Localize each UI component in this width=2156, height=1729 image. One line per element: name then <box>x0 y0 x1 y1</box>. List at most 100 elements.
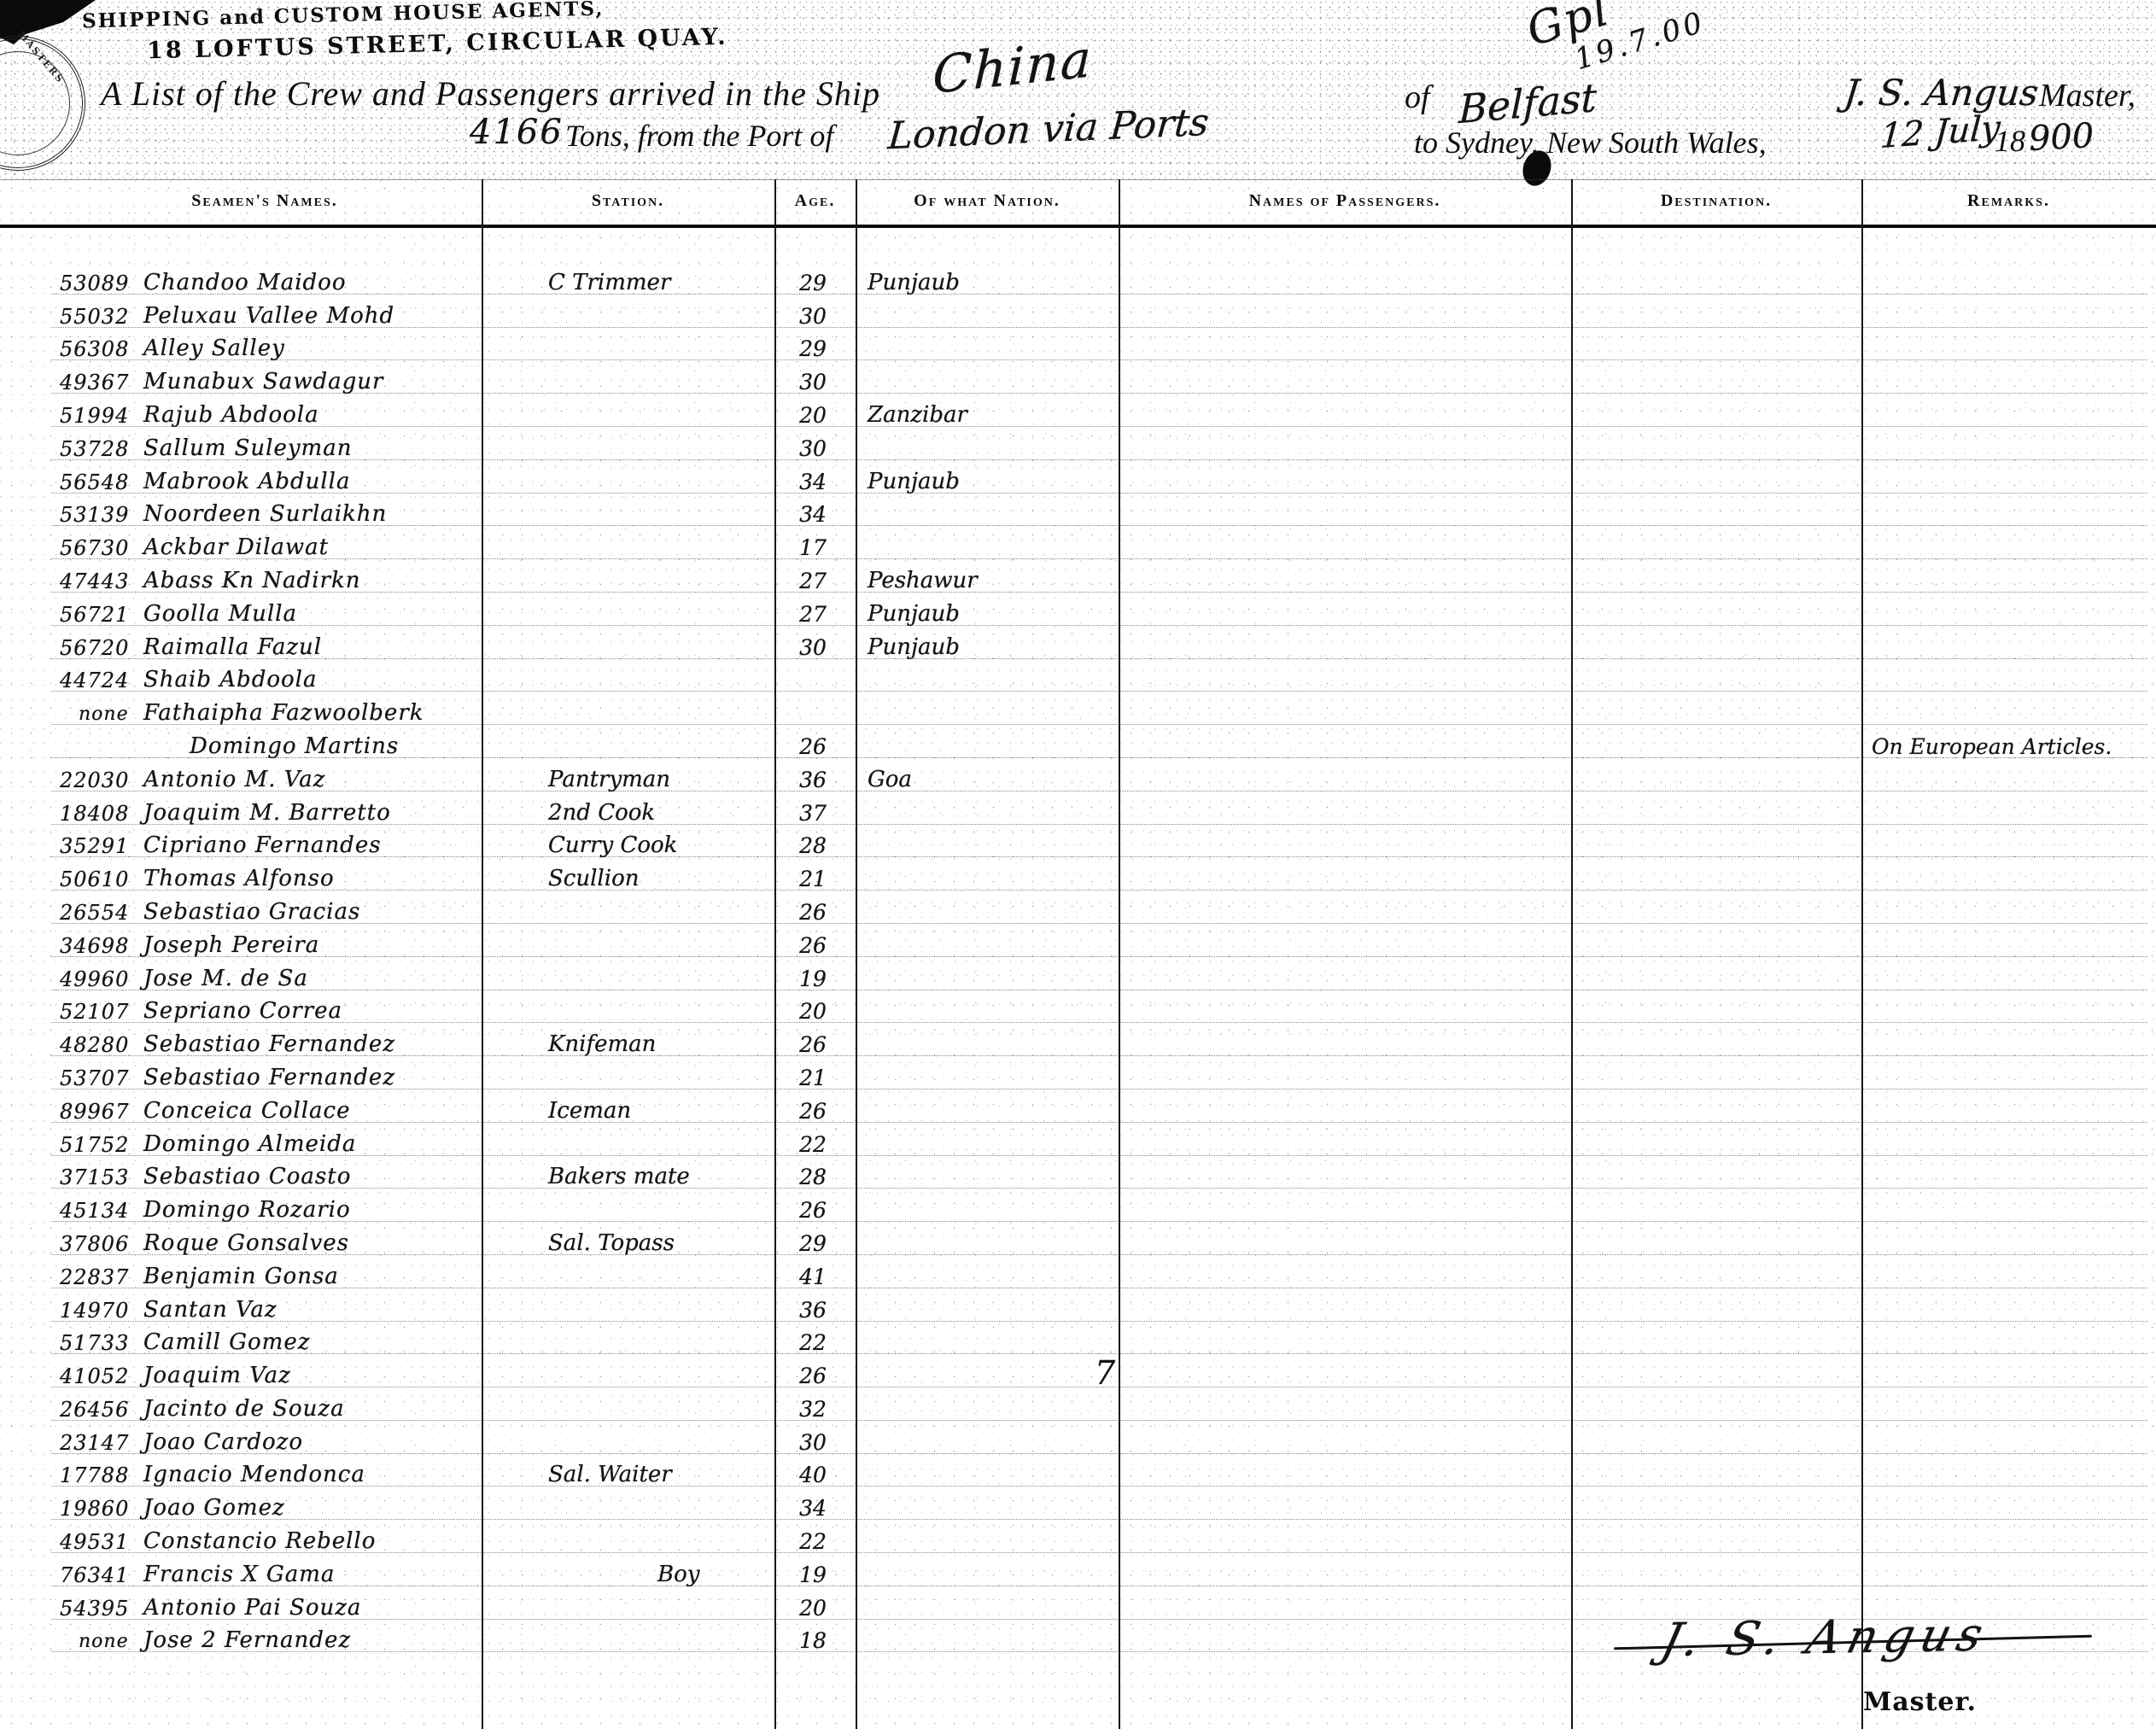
table-row: 26456 Jacinto de Souza 32 <box>0 1389 2156 1422</box>
seaman-name: Conceica Collace <box>143 1097 351 1124</box>
seaman-number: 76341 <box>60 1563 130 1587</box>
table-row: 51733 Camill Gomez 22 <box>0 1323 2156 1357</box>
seaman-number: 41052 <box>60 1364 130 1389</box>
of-label: of <box>1405 79 1430 115</box>
column-header-seamens-names: Seamen's Names. <box>191 191 338 210</box>
column-divider <box>774 179 776 1729</box>
age: 29 <box>799 336 827 362</box>
tonnage-value: 4166 <box>470 113 564 152</box>
table-row: none Jose 2 Fernandez 18 <box>0 1621 2156 1655</box>
seaman-number: none <box>79 704 129 726</box>
table-row: 53707 Sebastiao Fernandez 21 <box>0 1058 2156 1091</box>
age: 40 <box>799 1463 827 1488</box>
column-header-passengers: Names of Passengers. <box>1248 191 1441 210</box>
seaman-name: Ignacio Mendonca <box>143 1462 365 1488</box>
station: Sal. Topass <box>548 1230 675 1256</box>
age: 17 <box>799 535 827 561</box>
age: 36 <box>799 767 827 792</box>
seaman-number: 17788 <box>60 1463 130 1488</box>
table-row: 55032 Peluxau Vallee Mohd 30 <box>0 296 2156 330</box>
seaman-number: 56308 <box>60 337 130 362</box>
station: Boy <box>657 1561 700 1587</box>
seaman-name: Sepriano Correa <box>143 998 343 1025</box>
table-row: 45134 Domingo Rozario 26 <box>0 1190 2156 1224</box>
seaman-name: Domingo Rozario <box>143 1197 351 1224</box>
seaman-name: Antonio M. Vaz <box>143 766 326 792</box>
table-row: Domingo Martins 26 On European Articles. <box>0 727 2156 760</box>
tonnage-text: Tons, from the Port of <box>565 119 834 153</box>
seaman-name: Joao Gomez <box>143 1495 285 1522</box>
table-row: 47443 Abass Kn Nadirkn 27 Peshawur <box>0 561 2156 594</box>
age: 34 <box>799 502 827 528</box>
seaman-number: 37153 <box>60 1165 130 1190</box>
age: 26 <box>799 1032 827 1058</box>
seaman-number: 47443 <box>60 569 130 593</box>
seaman-name: Sebastiao Coasto <box>143 1164 352 1190</box>
nation: Goa <box>868 766 912 792</box>
seaman-name: Sebastiao Fernandez <box>143 1031 396 1058</box>
nation: Zanzibar <box>868 401 967 428</box>
seaman-number: 22030 <box>60 768 130 792</box>
age: 28 <box>799 833 827 859</box>
age: 41 <box>799 1264 827 1289</box>
table-row: 23147 Joao Cardozo 30 <box>0 1422 2156 1456</box>
age: 36 <box>799 1297 827 1323</box>
seaman-name: Camill Gomez <box>143 1329 311 1356</box>
age: 34 <box>799 1496 827 1522</box>
station: Curry Cook <box>548 832 678 859</box>
seaman-name: Joao Cardozo <box>143 1428 303 1455</box>
registry-port: Belfast <box>1458 73 1598 133</box>
column-header-remarks: Remarks. <box>1967 191 2050 210</box>
table-row: 52107 Sepriano Correa 20 <box>0 992 2156 1025</box>
age: 26 <box>799 899 827 925</box>
age: 21 <box>799 867 827 892</box>
header-rule <box>0 225 2156 228</box>
seaman-number: 53139 <box>60 503 130 528</box>
station: C Trimmer <box>548 269 671 295</box>
table-row: 56548 Mabrook Abdulla 34 Punjaub <box>0 462 2156 495</box>
seaman-name: Raimalla Fazul <box>143 634 323 660</box>
seaman-number: 22837 <box>60 1265 130 1289</box>
age: 19 <box>799 966 827 991</box>
age: 20 <box>799 402 827 428</box>
seaman-name: Santan Vaz <box>143 1296 278 1323</box>
table-row: 22030 Antonio M. Vaz Pantryman 36 Goa <box>0 760 2156 793</box>
seaman-name: Francis X Gama <box>143 1561 336 1587</box>
column-header-destination: Destination. <box>1660 191 1773 210</box>
station: Iceman <box>548 1097 632 1124</box>
agent-seal-stamp: MASTERS <box>0 23 98 184</box>
seaman-number: 18408 <box>60 801 130 826</box>
seaman-number: 56720 <box>60 635 130 660</box>
age: 34 <box>799 469 827 494</box>
age: 32 <box>799 1396 827 1422</box>
table-row: 37153 Sebastiao Coasto Bakers mate 28 <box>0 1158 2156 1191</box>
table-row: 56721 Goolla Mulla 27 Punjaub <box>0 594 2156 628</box>
table-row: 53728 Sallum Suleyman 30 <box>0 429 2156 462</box>
seaman-name: Jacinto de Souza <box>143 1395 345 1422</box>
seaman-name: Noordeen Surlaikhn <box>143 501 388 528</box>
destination-text: to Sydney, New South Wales, <box>1414 126 1767 160</box>
seaman-number: 14970 <box>60 1298 130 1323</box>
seaman-name: Jose M. de Sa <box>143 965 308 991</box>
year-handwritten: 900 <box>2027 116 2095 159</box>
age: 26 <box>799 1098 827 1124</box>
station: Pantryman <box>548 766 671 792</box>
seaman-number: 19860 <box>60 1497 130 1522</box>
seaman-number: 56721 <box>60 602 130 627</box>
year-printed: 18 <box>1995 124 2025 158</box>
age: 27 <box>799 601 827 627</box>
age: 21 <box>799 1065 827 1090</box>
seaman-name: Domingo Martins <box>190 733 400 759</box>
seaman-number: 49531 <box>60 1530 130 1555</box>
seaman-number: 53707 <box>60 1066 130 1090</box>
column-divider <box>1119 179 1120 1729</box>
seaman-number: 23147 <box>60 1430 130 1455</box>
seaman-name: Mabrook Abdulla <box>143 468 351 494</box>
ship-name: China <box>932 28 1094 107</box>
table-row: 56730 Ackbar Dilawat 17 <box>0 528 2156 561</box>
seaman-number: 26554 <box>60 900 130 925</box>
seaman-name: Joseph Pereira <box>143 932 320 958</box>
table-row: 17788 Ignacio Mendonca Sal. Waiter 40 <box>0 1456 2156 1489</box>
departure-port: London via Ports <box>886 100 1211 159</box>
seaman-name: Goolla Mulla <box>143 600 297 627</box>
